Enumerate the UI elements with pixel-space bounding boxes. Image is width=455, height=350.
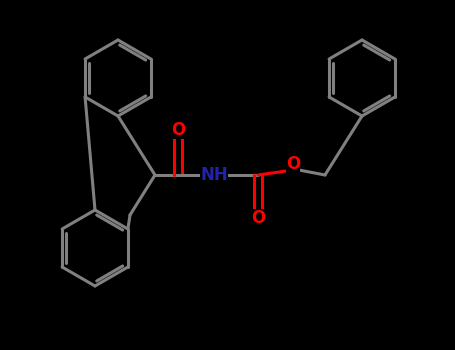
Text: NH: NH xyxy=(200,166,228,184)
Text: O: O xyxy=(286,155,300,173)
Text: O: O xyxy=(251,209,265,227)
Text: O: O xyxy=(171,121,185,139)
